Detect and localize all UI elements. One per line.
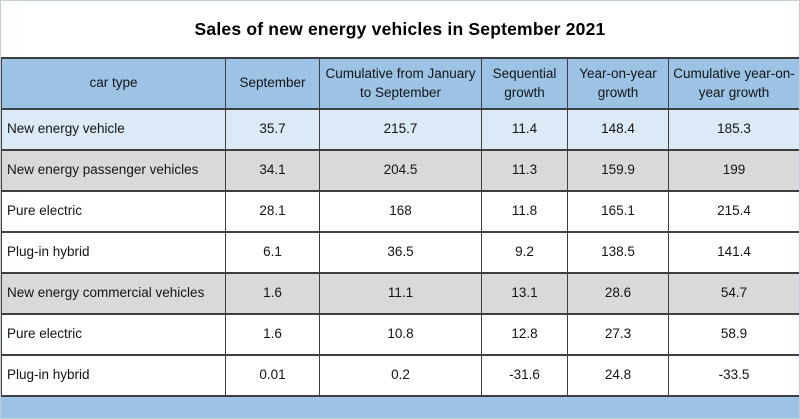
value-cell: 199 xyxy=(668,149,799,192)
column-header: Cumulative year-on-year growth xyxy=(668,57,799,110)
table-row: Plug-in hybrid 0.01 0.2 -31.6 24.8 -33.5 xyxy=(1,354,799,397)
value-cell: 11.4 xyxy=(481,108,568,151)
column-header: September xyxy=(225,57,320,110)
value-cell: 58.9 xyxy=(668,313,799,356)
page-title: Sales of new energy vehicles in Septembe… xyxy=(194,18,606,39)
row-label-cell: Plug-in hybrid xyxy=(1,231,226,274)
value-cell: 138.5 xyxy=(567,231,669,274)
column-header: Cumulative from January to September xyxy=(319,57,482,110)
table-row: New energy passenger vehicles 34.1 204.5 11… xyxy=(1,149,799,192)
table-row: Plug-in hybrid 6.1 36.5 9.2 138.5 141.4 xyxy=(1,231,799,274)
value-cell: 11.3 xyxy=(481,149,568,192)
value-cell: 1.6 xyxy=(225,272,320,315)
column-header: Year-on-year growth xyxy=(567,57,669,110)
value-cell: 159.9 xyxy=(567,149,669,192)
value-cell: 54.7 xyxy=(668,272,799,315)
table-row: New energy commercial vehicles 1.6 11.1 13.… xyxy=(1,272,799,315)
value-cell: 6.1 xyxy=(225,231,320,274)
value-cell: 28.6 xyxy=(567,272,669,315)
table-row: Pure electric 28.1 168 11.8 165.1 215.4 xyxy=(1,190,799,233)
table-row: Pure electric 1.6 10.8 12.8 27.3 58.9 xyxy=(1,313,799,356)
value-cell: 27.3 xyxy=(567,313,669,356)
value-cell: 165.1 xyxy=(567,190,669,233)
value-cell: 11.1 xyxy=(319,272,482,315)
value-cell: 36.5 xyxy=(319,231,482,274)
table-body: New energy vehicle 35.7 215.7 11.4 148.4 185.… xyxy=(1,108,799,397)
row-label-cell: Plug-in hybrid xyxy=(1,354,226,397)
value-cell: 215.4 xyxy=(668,190,799,233)
column-header: Sequential growth xyxy=(481,57,568,110)
value-cell: 13.1 xyxy=(481,272,568,315)
value-cell: 12.8 xyxy=(481,313,568,356)
value-cell: 185.3 xyxy=(668,108,799,151)
value-cell: 24.8 xyxy=(567,354,669,397)
value-cell: -31.6 xyxy=(481,354,568,397)
row-label-cell: New energy commercial vehicles xyxy=(1,272,226,315)
row-label-cell: Pure electric xyxy=(1,313,226,356)
value-cell: 0.01 xyxy=(225,354,320,397)
value-cell: 28.1 xyxy=(225,190,320,233)
row-label-cell: Pure electric xyxy=(1,190,226,233)
value-cell: 148.4 xyxy=(567,108,669,151)
title-bar: Sales of new energy vehicles in Septembe… xyxy=(1,1,799,57)
column-header: car type xyxy=(1,57,226,110)
row-label-cell: New energy vehicle xyxy=(1,108,226,151)
value-cell: 10.8 xyxy=(319,313,482,356)
row-label-cell: New energy passenger vehicles xyxy=(1,149,226,192)
value-cell: 9.2 xyxy=(481,231,568,274)
value-cell: 204.5 xyxy=(319,149,482,192)
value-cell: 0.2 xyxy=(319,354,482,397)
value-cell: 215.7 xyxy=(319,108,482,151)
cutoff-next-row-strip xyxy=(1,397,799,418)
table-row: New energy vehicle 35.7 215.7 11.4 148.4 185.… xyxy=(1,108,799,151)
value-cell: 168 xyxy=(319,190,482,233)
value-cell: 1.6 xyxy=(225,313,320,356)
value-cell: 141.4 xyxy=(668,231,799,274)
value-cell: 35.7 xyxy=(225,108,320,151)
table-header-row: car type September Cumulative from January… xyxy=(1,57,799,110)
value-cell: 11.8 xyxy=(481,190,568,233)
value-cell: -33.5 xyxy=(668,354,799,397)
value-cell: 34.1 xyxy=(225,149,320,192)
sales-table: car type September Cumulative from January… xyxy=(1,57,799,397)
